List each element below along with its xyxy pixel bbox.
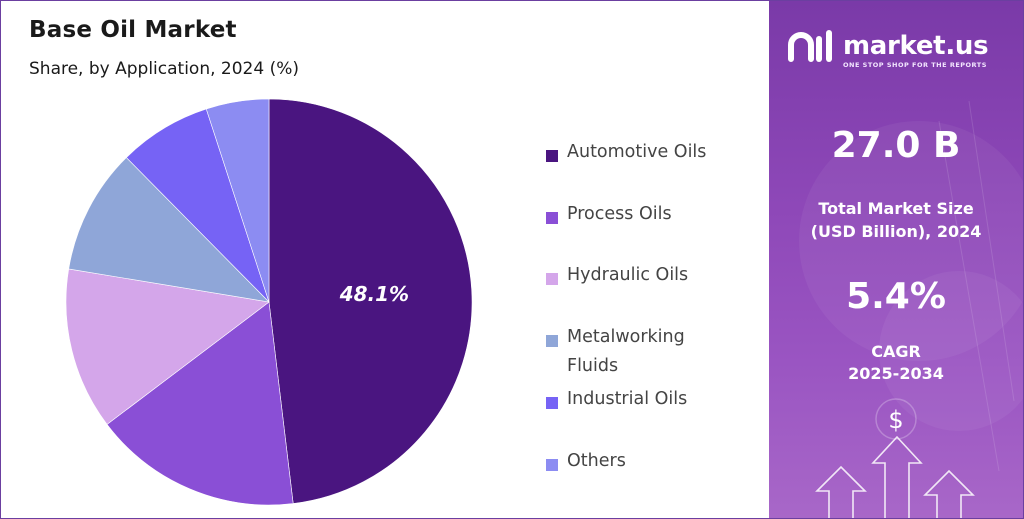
legend-label: Automotive Oils — [567, 142, 707, 162]
legend-item-industrial-oils: Industrial Oils — [546, 389, 737, 414]
market-size-label-line1: Total Market Size — [818, 199, 974, 218]
legend-item-others: Others — [546, 451, 737, 476]
pie-slice-others — [205, 98, 270, 303]
legend-swatch — [546, 273, 558, 285]
pie-slice-metalworking-fluids — [68, 157, 270, 303]
summary-sidebar: market.us ONE STOP SHOP FOR THE REPORTS … — [769, 1, 1023, 518]
legend-item-automotive-oils: Automotive Oils — [546, 142, 737, 167]
pie-slice-automotive-oils — [268, 98, 473, 504]
pie-slice-hydraulic-oils — [65, 268, 270, 425]
legend-label: Metalworking Fluids — [567, 327, 685, 376]
brand-name: market.us — [843, 31, 989, 61]
legend-label: Industrial Oils — [567, 389, 688, 409]
market-size-value: 27.0 B — [831, 125, 961, 166]
cagr-label-line2: 2025-2034 — [848, 364, 944, 383]
brand-logo: market.us — [787, 29, 989, 63]
brand-tagline: ONE STOP SHOP FOR THE REPORTS — [843, 61, 987, 69]
chart-panel: Base Oil Market Share, by Application, 2… — [1, 1, 769, 518]
pie-chart: 48.1% — [65, 98, 473, 506]
logo-mark-icon — [788, 30, 832, 62]
up-arrow-icon — [923, 469, 975, 518]
up-arrow-icon — [815, 465, 867, 518]
legend-swatch — [546, 150, 558, 162]
legend-label: Process Oils — [567, 204, 672, 224]
legend-label: Hydraulic Oils — [567, 265, 689, 285]
pie-data-label: 48.1% — [339, 282, 409, 306]
legend-swatch — [546, 335, 558, 347]
chart-title: Base Oil Market — [29, 17, 237, 43]
cagr-value: 5.4% — [846, 276, 946, 317]
legend-item-hydraulic-oils: Hydraulic Oils — [546, 265, 737, 290]
cagr-label-line1: CAGR — [871, 342, 921, 361]
legend-swatch — [546, 459, 558, 471]
legend-item-process-oils: Process Oils — [546, 204, 737, 229]
legend-label: Others — [567, 451, 626, 471]
chart-subtitle: Share, by Application, 2024 (%) — [29, 59, 299, 79]
up-arrow-icon — [871, 435, 923, 518]
pie-slice-process-oils — [106, 301, 294, 506]
dollar-icon: $ — [888, 406, 904, 434]
decorative-background — [799, 100, 1023, 518]
legend-swatch — [546, 212, 558, 224]
legend-swatch — [546, 397, 558, 409]
market-size-label-line2: (USD Billion), 2024 — [810, 222, 982, 241]
legend-item-metalworking-fluids: Metalworking Fluids — [546, 327, 717, 381]
chart-legend: Automotive Oils Process Oils Hydraulic O… — [546, 1, 766, 518]
